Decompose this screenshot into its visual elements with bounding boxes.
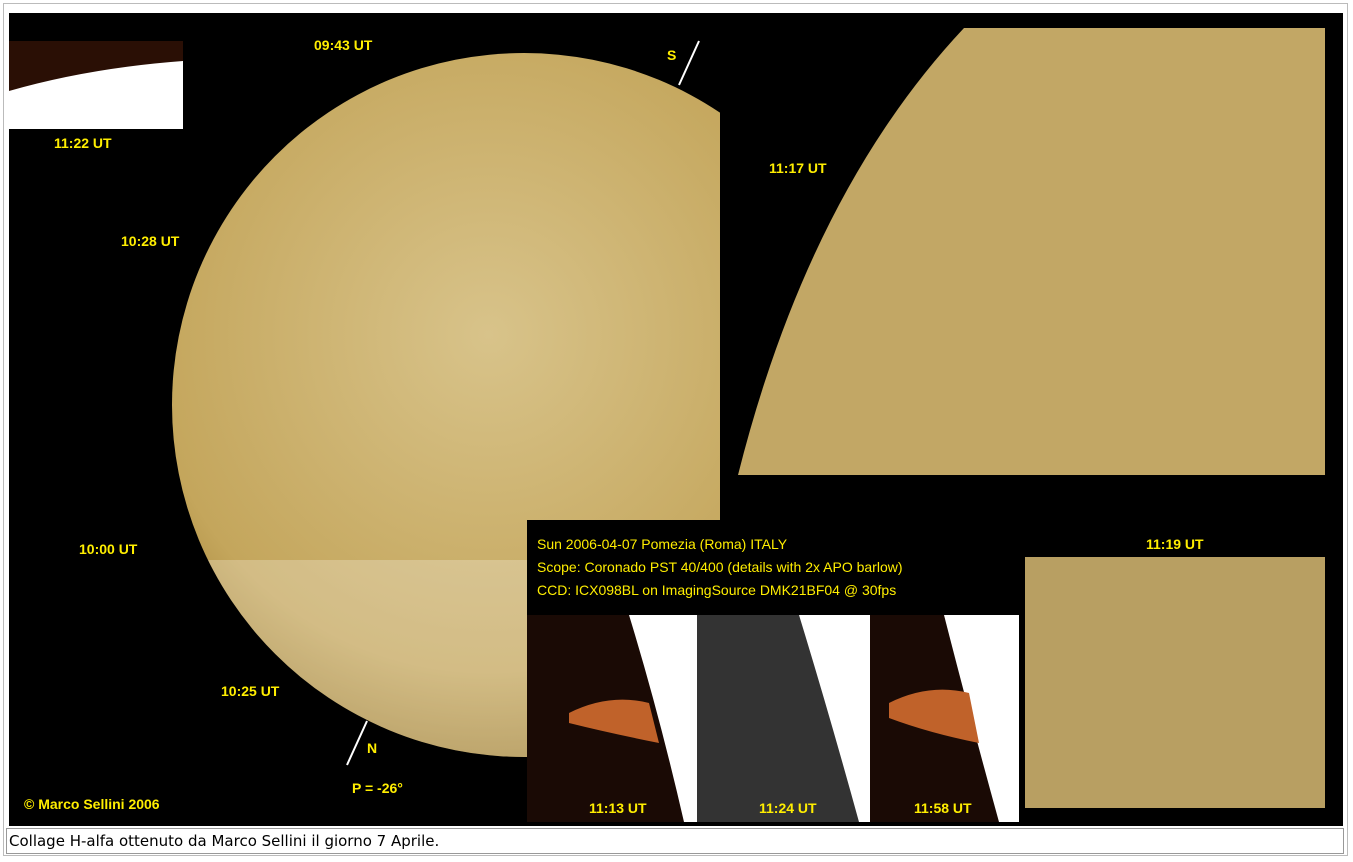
caption: Collage H-alfa ottenuto da Marco Sellini… (6, 828, 1344, 854)
label: 11:24 UT (759, 800, 817, 816)
label: Scope: Coronado PST 40/400 (details with… (537, 559, 903, 575)
label: 11:13 UT (589, 800, 647, 816)
label: © Marco Sellini 2006 (24, 796, 160, 812)
label: CCD: ICX098BL on ImagingSource DMK21BF04… (537, 582, 896, 598)
axis-line (678, 40, 700, 86)
label: 11:17 UT (769, 160, 827, 176)
label: 10:25 UT (221, 683, 280, 699)
zoom-panel (738, 28, 1325, 475)
label: 10:00 UT (79, 541, 138, 557)
label: 11:58 UT (914, 800, 972, 816)
label: S (667, 47, 676, 63)
frame (3, 3, 1348, 856)
label: 11:19 UT (1146, 536, 1204, 552)
label: P = -26° (352, 780, 403, 796)
zoom-panel-small (1025, 557, 1325, 808)
axis-line (346, 720, 368, 766)
label: 10:28 UT (121, 233, 180, 249)
collage: 09:43 UT S 11:22 UT 10:28 UT 11:17 UT 10:00 U… (9, 13, 1343, 826)
label: 11:22 UT (54, 135, 112, 151)
label: 09:43 UT (314, 37, 373, 53)
label: N (367, 740, 377, 756)
label: Sun 2006-04-07 Pomezia (Roma) ITALY (537, 536, 788, 552)
